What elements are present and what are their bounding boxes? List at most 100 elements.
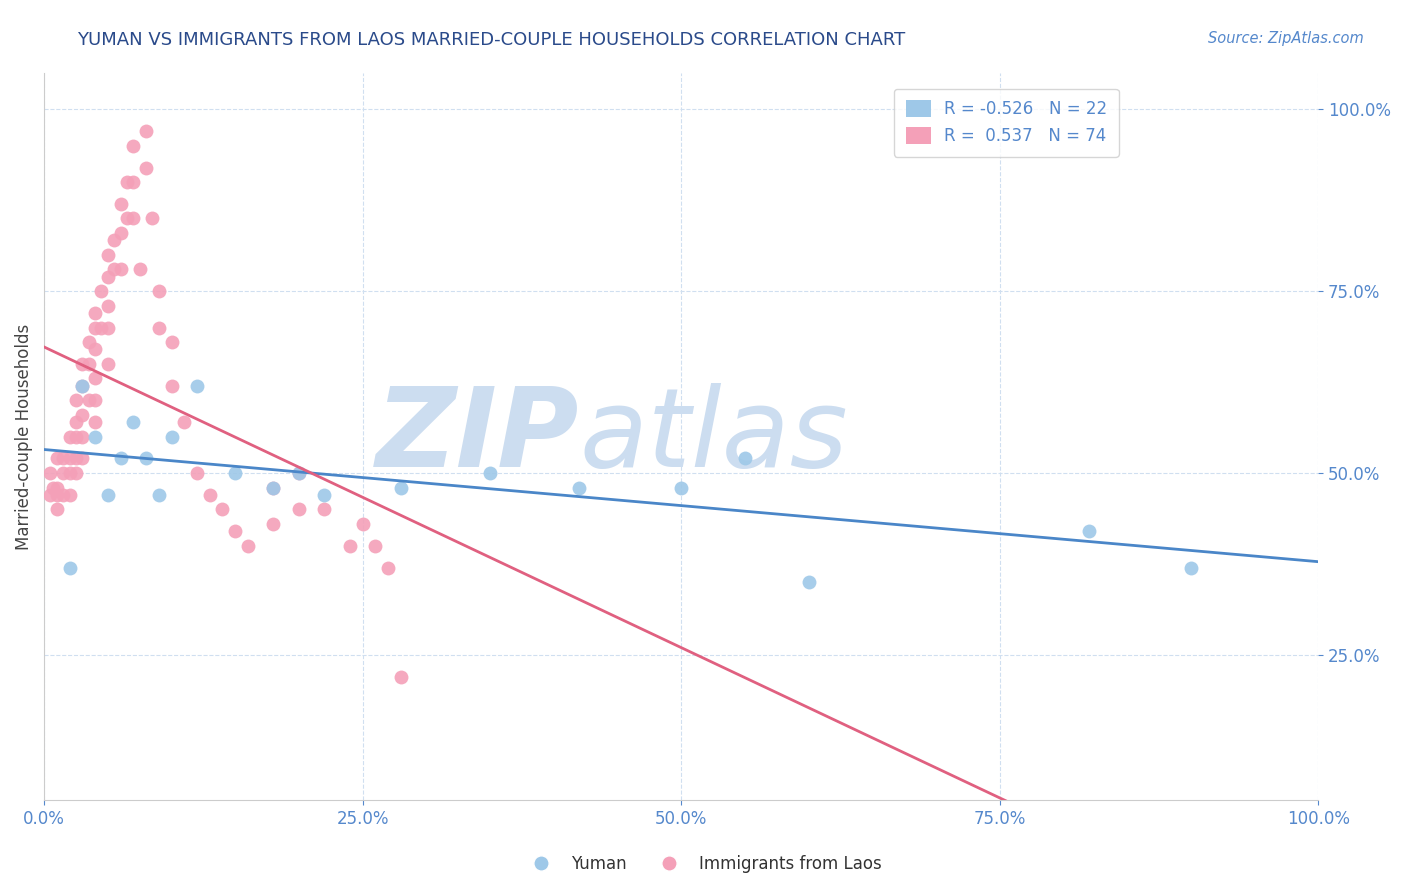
Point xyxy=(160,429,183,443)
Point xyxy=(84,320,107,334)
Point xyxy=(97,320,120,334)
Point xyxy=(72,378,94,392)
Legend: R = -0.526   N = 22, R =  0.537   N = 74: R = -0.526 N = 22, R = 0.537 N = 74 xyxy=(894,88,1119,157)
Point xyxy=(84,393,107,408)
Point xyxy=(160,334,183,349)
Point xyxy=(262,481,284,495)
Point xyxy=(135,124,157,138)
Point xyxy=(389,481,412,495)
Point xyxy=(568,481,591,495)
Point xyxy=(97,488,120,502)
Point xyxy=(148,320,170,334)
Point xyxy=(135,161,157,175)
Point xyxy=(262,481,284,495)
Point xyxy=(72,357,94,371)
Point xyxy=(186,378,208,392)
Point xyxy=(314,502,336,516)
Text: ZIP: ZIP xyxy=(375,383,579,490)
Point xyxy=(734,451,756,466)
Point xyxy=(186,466,208,480)
Point xyxy=(364,539,387,553)
Point xyxy=(122,211,145,226)
Point xyxy=(110,262,132,277)
Point xyxy=(115,175,138,189)
Point xyxy=(122,138,145,153)
Point xyxy=(160,378,183,392)
Point xyxy=(58,466,80,480)
Point xyxy=(77,393,100,408)
Point xyxy=(58,429,80,443)
Point xyxy=(479,466,502,480)
Point xyxy=(97,299,120,313)
Point xyxy=(148,488,170,502)
Point xyxy=(797,575,820,590)
Point xyxy=(262,516,284,531)
Point xyxy=(1180,560,1202,574)
Point xyxy=(314,488,336,502)
Point xyxy=(122,175,145,189)
Point xyxy=(339,539,361,553)
Point xyxy=(236,539,259,553)
Point xyxy=(72,408,94,422)
Point xyxy=(224,466,246,480)
Point xyxy=(77,334,100,349)
Point xyxy=(173,415,195,429)
Point xyxy=(1077,524,1099,538)
Point xyxy=(90,284,112,298)
Point xyxy=(39,466,62,480)
Text: atlas: atlas xyxy=(579,383,848,490)
Point xyxy=(72,378,94,392)
Point xyxy=(72,429,94,443)
Point xyxy=(45,481,67,495)
Point xyxy=(211,502,233,516)
Point xyxy=(288,502,311,516)
Point xyxy=(84,415,107,429)
Point xyxy=(389,670,412,684)
Point xyxy=(52,488,75,502)
Point xyxy=(97,357,120,371)
Point xyxy=(65,466,87,480)
Point xyxy=(148,284,170,298)
Point xyxy=(84,306,107,320)
Point xyxy=(72,451,94,466)
Text: YUMAN VS IMMIGRANTS FROM LAOS MARRIED-COUPLE HOUSEHOLDS CORRELATION CHART: YUMAN VS IMMIGRANTS FROM LAOS MARRIED-CO… xyxy=(77,31,905,49)
Point xyxy=(110,226,132,240)
Point xyxy=(122,415,145,429)
Point xyxy=(42,481,65,495)
Point xyxy=(52,451,75,466)
Point xyxy=(352,516,374,531)
Point xyxy=(45,502,67,516)
Point xyxy=(224,524,246,538)
Point xyxy=(84,371,107,385)
Point xyxy=(84,343,107,357)
Point xyxy=(110,197,132,211)
Point xyxy=(97,269,120,284)
Point xyxy=(288,466,311,480)
Point xyxy=(84,429,107,443)
Point xyxy=(58,488,80,502)
Point xyxy=(65,415,87,429)
Point xyxy=(288,466,311,480)
Point xyxy=(377,560,399,574)
Point xyxy=(115,211,138,226)
Point xyxy=(141,211,163,226)
Point xyxy=(128,262,150,277)
Point xyxy=(198,488,221,502)
Point xyxy=(39,488,62,502)
Point xyxy=(58,560,80,574)
Point xyxy=(65,451,87,466)
Point xyxy=(45,488,67,502)
Point xyxy=(97,248,120,262)
Point xyxy=(135,451,157,466)
Point xyxy=(90,320,112,334)
Text: Source: ZipAtlas.com: Source: ZipAtlas.com xyxy=(1208,31,1364,46)
Point xyxy=(669,481,692,495)
Point xyxy=(103,233,125,247)
Legend: Yuman, Immigrants from Laos: Yuman, Immigrants from Laos xyxy=(517,848,889,880)
Point xyxy=(58,451,80,466)
Point xyxy=(110,451,132,466)
Point xyxy=(52,466,75,480)
Point xyxy=(103,262,125,277)
Point xyxy=(45,451,67,466)
Y-axis label: Married-couple Households: Married-couple Households xyxy=(15,324,32,549)
